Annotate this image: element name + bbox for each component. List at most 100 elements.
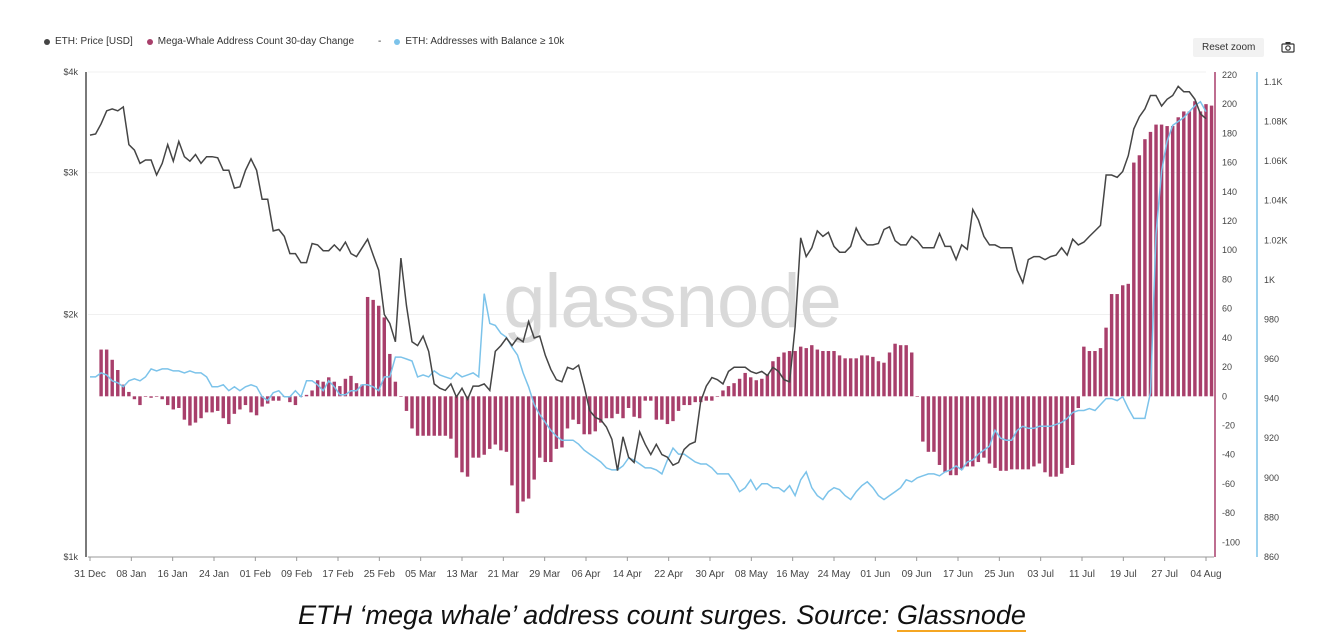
chart-axes: 31 Dec 08 Jan 16 Jan 24 Jan 01 Feb 09 Feb 17 F… [63,67,1287,580]
mega-whale-bar [776,356,781,397]
mega-whale-bar [349,375,353,397]
mega-whale-bar [521,396,525,502]
right-tick-label-addresses: 960 [1264,354,1279,364]
mega-whale-bar [715,396,720,397]
mega-whale-bar [515,396,520,514]
right-tick-label-mega: -60 [1222,479,1235,489]
right-tick-label-mega: -80 [1222,508,1235,518]
legend-item-mega[interactable]: Mega-Whale Address Count 30-day Change [146,36,355,47]
mega-whale-bar [721,390,725,397]
reset-zoom-button[interactable]: Reset zoom [1193,38,1265,57]
mega-whale-bar [943,396,947,473]
mega-whale-bar [243,396,248,406]
mega-whale-bar [626,396,631,408]
right-tick-label-addresses: 980 [1264,314,1279,324]
mega-whale-bar [926,396,931,452]
mega-whale-bar [460,396,464,473]
mega-whale-bar [1059,396,1064,474]
mega-whale-bar [1198,111,1203,397]
mega-whale-bar [976,396,981,463]
legend-item-price[interactable]: ETH: Price [USD] [44,36,133,47]
mega-whale-bar [199,396,203,419]
mega-whale-bar [1037,396,1042,464]
mega-whale-bar [426,396,431,436]
legend-label-price: ETH: Price [USD] [55,36,133,47]
mega-whale-bar [743,372,747,397]
mega-whale-bar [1121,285,1125,397]
mega-whale-bar [760,378,764,397]
mega-whale-bar [532,396,536,480]
mega-whale-bar [987,396,992,464]
mega-whale-bar [499,396,503,451]
right-tick-label-addresses: 940 [1264,394,1279,404]
mega-whale-bar [587,396,592,435]
x-tick-label: 29 Mar [529,569,561,580]
mega-whale-bar [837,355,842,397]
right-tick-label-mega: -40 [1222,450,1235,460]
mega-whale-bar [104,349,109,397]
right-tick-label-addresses: 880 [1264,512,1279,522]
camera-icon[interactable] [1281,41,1295,53]
right-tick-label-addresses: 920 [1264,433,1279,443]
x-tick-label: 13 Mar [446,569,478,580]
mega-whale-bar [959,396,964,470]
legend-item-addresses[interactable]: - ETH: Addresses with Balance ≥ 10k [368,36,564,47]
mega-whale-bar [538,396,542,458]
mega-whale-bar [488,396,492,449]
right-tick-label-mega: 0 [1222,391,1227,401]
mega-whale-bar [1132,162,1136,397]
mega-whale-bar [915,396,919,397]
mega-whale-bar [565,396,570,429]
caption-source-link[interactable]: Glassnode [896,600,1026,632]
mega-whale-bar [1143,139,1147,397]
mega-whale-bar [365,296,370,397]
right-tick-label-addresses: 900 [1264,473,1279,483]
mega-whale-bar [921,396,925,442]
mega-whale-bar [310,390,314,397]
mega-whale-bar [526,396,531,499]
mega-whale-bar [1182,111,1186,397]
right-tick-label-addresses: 1.1K [1264,77,1283,87]
mega-whale-bar [1115,294,1119,397]
mega-whale-bar [1148,131,1153,397]
x-tick-label: 05 Mar [405,569,437,580]
mega-whale-bar [798,346,803,397]
mega-whale-bar [254,396,259,416]
right-tick-label-mega: -20 [1222,421,1235,431]
mega-whale-bar [421,396,425,436]
mega-whale-bar [1104,327,1108,397]
mega-whale-bar [610,396,614,419]
mega-whale-bar [371,299,375,397]
mega-whale-bar [454,396,459,458]
mega-whale-bar [771,361,775,397]
mega-whale-bar [149,396,153,398]
right-tick-label-mega: -100 [1222,537,1240,547]
mega-whale-bar [571,396,575,420]
mega-whale-bar [471,396,475,458]
mega-whale-bar [704,396,709,401]
right-tick-label-mega: 40 [1222,333,1232,343]
left-tick-label: $1k [63,552,78,562]
mega-whale-bar [1071,396,1075,465]
mega-whale-bar [965,396,969,467]
x-tick-label: 08 May [735,569,768,580]
mega-whale-bar [765,374,770,397]
mega-whale-bar [854,358,858,397]
mega-whale-bar [476,396,481,458]
mega-whale-bar [377,305,381,397]
mega-whale-bar [910,352,914,397]
mega-whale-bar [1170,126,1175,397]
mega-whale-bar [304,394,309,397]
right-tick-label-mega: 20 [1222,362,1232,372]
series-lines [89,85,1207,501]
mega-whale-bar [654,396,659,420]
mega-whale-bar [260,396,264,407]
mega-whale-bar [160,396,164,400]
mega-whale-bar [904,345,908,397]
legend-label-mega: Mega-Whale Address Count 30-day Change [157,36,355,47]
mega-whale-bar [327,377,331,397]
mega-whale-bar [1126,283,1130,397]
x-tick-label: 16 May [776,569,809,580]
mega-whale-bar [1032,396,1036,467]
mega-whale-bar [710,396,714,401]
